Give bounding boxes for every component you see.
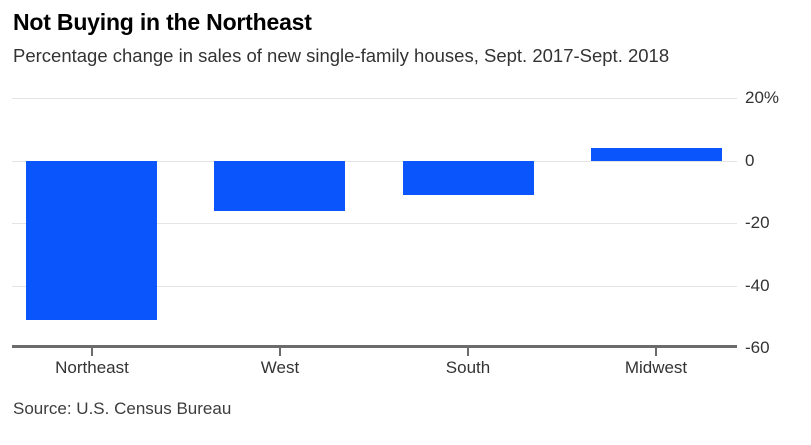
- gridline--20: [12, 223, 737, 224]
- x-tick-label: Midwest: [624, 358, 688, 377]
- x-tick-label: Northeast: [55, 358, 129, 377]
- x-tick-label: West: [260, 358, 300, 377]
- bar-midwest: [591, 148, 722, 161]
- chart-subtitle: Percentage change in sales of new single…: [13, 45, 670, 66]
- y-tick-label: -60: [745, 338, 770, 357]
- bar-northeast: [26, 161, 157, 320]
- bar-west: [214, 161, 345, 211]
- gridline-0: [12, 161, 737, 162]
- y-tick-label: 0: [745, 151, 755, 170]
- x-tick-label: South: [445, 358, 491, 377]
- bar-south: [403, 161, 534, 195]
- x-axis-baseline: [12, 345, 737, 348]
- source-note: Source: U.S. Census Bureau: [13, 399, 232, 418]
- y-tick-label: 20%: [745, 88, 780, 107]
- x-axis-tick: [279, 346, 281, 356]
- chart-title: Not Buying in the Northeast: [13, 9, 312, 35]
- gridline-20: [12, 98, 737, 99]
- y-tick-label: -20: [745, 213, 770, 232]
- gridline--40: [12, 286, 737, 287]
- x-axis-tick: [91, 346, 93, 356]
- x-axis-tick: [655, 346, 657, 356]
- y-tick-label: -40: [745, 276, 770, 295]
- x-axis-tick: [467, 346, 469, 356]
